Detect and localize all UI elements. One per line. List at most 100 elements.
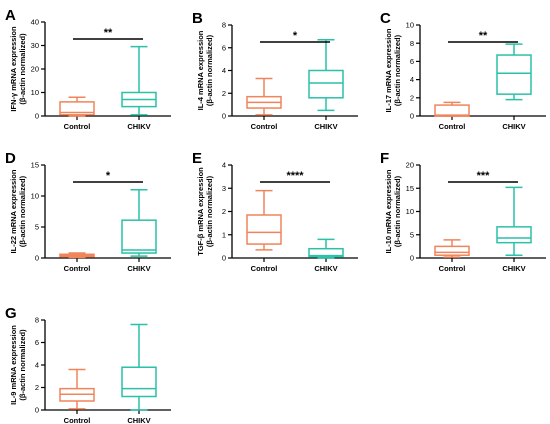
y-tick-label: 20	[406, 161, 414, 170]
y-tick-label: 6	[35, 338, 39, 347]
y-tick-label: 6	[222, 43, 226, 52]
box-chikv	[308, 238, 344, 259]
box-iqr	[246, 214, 282, 245]
box-iqr	[434, 245, 470, 256]
panel-letter: A	[5, 7, 16, 24]
box-chikv	[121, 323, 157, 411]
y-tick-label: 0	[222, 254, 226, 263]
y-tick-label: 15	[31, 161, 39, 170]
panel-g: G IL-9 mRNA expression (β-actin normalized…	[5, 305, 171, 424]
box-control	[434, 101, 470, 117]
box-iqr	[308, 69, 344, 99]
y-tick-label: 2	[222, 89, 226, 98]
y-tick-label: 4	[35, 361, 39, 370]
box-chikv	[121, 45, 157, 116]
panel-letter: F	[380, 150, 389, 167]
y-tick-label: 4	[410, 75, 414, 84]
x-tick-label: CHIKV	[502, 122, 525, 131]
box-chikv	[121, 189, 157, 257]
y-tick-label: 8	[222, 21, 226, 30]
x-tick-label: CHIKV	[314, 264, 337, 273]
y-axis-label: IL-22 mRNA expression	[9, 169, 18, 253]
box-chikv	[496, 43, 532, 101]
y-tick-label: 30	[31, 41, 39, 50]
significance-label: ****	[286, 170, 304, 182]
y-tick-label: 10	[406, 207, 414, 216]
box-chikv	[496, 186, 532, 256]
y-axis-label: TGF-β mRNA expression	[196, 167, 205, 256]
significance-label: **	[104, 27, 113, 39]
box-iqr	[496, 54, 532, 95]
y-tick-label: 10	[406, 21, 414, 30]
y-axis-label-units: (β-actin normalized)	[18, 33, 27, 105]
x-tick-label: CHIKV	[127, 416, 150, 424]
y-tick-label: 8	[35, 316, 39, 325]
y-tick-label: 20	[31, 65, 39, 74]
y-tick-label: 1	[222, 230, 226, 239]
x-tick-label: Control	[439, 122, 466, 131]
significance-label: **	[479, 30, 488, 42]
y-axis-label: IFN-γ mRNA expression	[9, 26, 18, 112]
panel-letter: C	[380, 10, 391, 27]
box-control	[246, 189, 282, 251]
panel-letter: E	[192, 150, 202, 167]
box-control	[434, 239, 470, 258]
y-tick-label: 2	[35, 383, 39, 392]
significance-label: ***	[477, 170, 491, 182]
panel-c: CIL-17 mRNA expression (β-actin normalize…	[380, 10, 546, 131]
y-tick-label: 4	[222, 66, 226, 75]
y-tick-label: 2	[222, 207, 226, 216]
y-tick-label: 6	[410, 57, 414, 66]
y-tick-label: 40	[31, 18, 39, 27]
x-tick-label: CHIKV	[127, 264, 150, 273]
x-tick-label: Control	[64, 122, 91, 131]
x-tick-label: Control	[439, 264, 466, 273]
y-axis-label: IL-17 mRNA expression	[384, 28, 393, 112]
box-iqr	[59, 101, 95, 116]
y-tick-label: 0	[410, 254, 414, 263]
significance-label: *	[293, 30, 298, 42]
y-tick-label: 0	[35, 406, 39, 415]
y-axis-label: IL-10 mRNA expression	[384, 169, 393, 253]
y-tick-label: 4	[222, 161, 226, 170]
y-tick-label: 3	[222, 184, 226, 193]
y-tick-label: 0	[35, 112, 39, 121]
x-tick-label: CHIKV	[502, 264, 525, 273]
panel-letter: D	[5, 150, 16, 167]
box-iqr	[121, 219, 157, 254]
y-axis-label-units: (β-actin normalized)	[393, 175, 402, 247]
y-tick-label: 10	[31, 192, 39, 201]
y-tick-label: 0	[35, 254, 39, 263]
y-axis-label-units: (β-actin normalized)	[393, 34, 402, 106]
y-axis-label-units: (β-actin normalized)	[205, 175, 214, 247]
y-tick-label: 8	[410, 39, 414, 48]
x-tick-label: Control	[64, 264, 91, 273]
x-tick-label: Control	[251, 264, 278, 273]
box-chikv	[308, 39, 344, 112]
y-axis-label: IL-4 mRNA expression	[196, 30, 205, 110]
box-iqr	[308, 247, 344, 258]
x-tick-label: CHIKV	[314, 122, 337, 131]
x-tick-label: Control	[251, 122, 278, 131]
y-tick-label: 0	[222, 112, 226, 121]
box-control	[59, 368, 95, 410]
panel-letter: G	[5, 305, 17, 322]
panel-b: B IL-4 mRNA expression (β-actin normalized…	[192, 10, 358, 131]
box-control	[59, 96, 95, 117]
box-control	[59, 252, 95, 259]
y-tick-label: 15	[406, 184, 414, 193]
y-tick-label: 5	[35, 223, 39, 232]
panel-a: A IFN-γ mRNA expression (β-actin normalize…	[5, 7, 171, 131]
box-iqr	[496, 226, 532, 244]
panel-letter: B	[192, 10, 203, 27]
x-tick-label: CHIKV	[127, 122, 150, 131]
y-tick-label: 0	[410, 112, 414, 121]
box-iqr	[121, 366, 157, 398]
y-tick-label: 10	[31, 88, 39, 97]
y-axis-label-units: (β-actin normalized)	[205, 34, 214, 106]
panel-f: F IL-10 mRNA expression (β-actin normalize…	[380, 150, 546, 273]
significance-label: *	[106, 170, 111, 182]
box-control	[246, 77, 282, 116]
